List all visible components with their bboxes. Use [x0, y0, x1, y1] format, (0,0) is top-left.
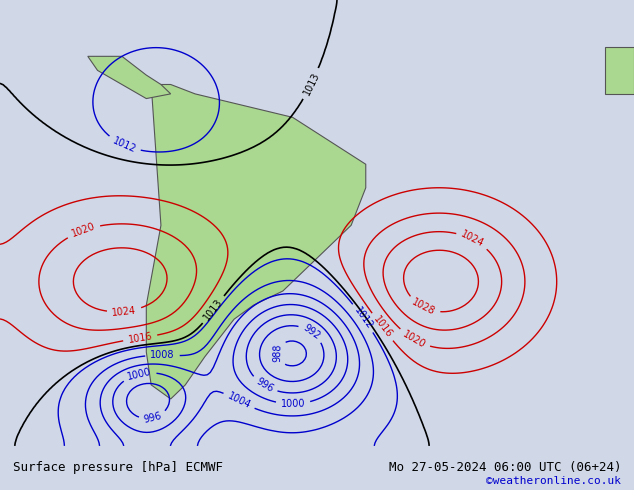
Text: 988: 988: [273, 344, 283, 363]
Polygon shape: [146, 84, 366, 399]
Text: 1004: 1004: [226, 391, 252, 411]
Text: 1012: 1012: [352, 305, 375, 331]
Polygon shape: [605, 47, 634, 94]
Text: 1016: 1016: [127, 331, 153, 345]
Text: 1020: 1020: [70, 221, 97, 240]
Text: 1008: 1008: [150, 350, 175, 360]
Text: Surface pressure [hPa] ECMWF: Surface pressure [hPa] ECMWF: [13, 462, 223, 474]
Text: 1000: 1000: [126, 367, 152, 382]
Text: 1024: 1024: [459, 229, 486, 249]
Text: 996: 996: [143, 411, 163, 425]
Text: 1028: 1028: [410, 297, 437, 318]
Text: Mo 27-05-2024 06:00 UTC (06+24): Mo 27-05-2024 06:00 UTC (06+24): [389, 462, 621, 474]
Text: 996: 996: [254, 376, 275, 394]
Text: 1024: 1024: [112, 305, 137, 318]
Text: 1013: 1013: [301, 71, 321, 97]
Polygon shape: [87, 56, 171, 98]
Text: 1020: 1020: [401, 329, 427, 350]
Text: 1013: 1013: [202, 297, 225, 322]
Text: 992: 992: [301, 323, 322, 342]
Text: 1000: 1000: [281, 399, 306, 409]
Text: 1016: 1016: [371, 314, 394, 340]
Text: ©weatheronline.co.uk: ©weatheronline.co.uk: [486, 476, 621, 486]
Text: 1012: 1012: [111, 135, 138, 154]
